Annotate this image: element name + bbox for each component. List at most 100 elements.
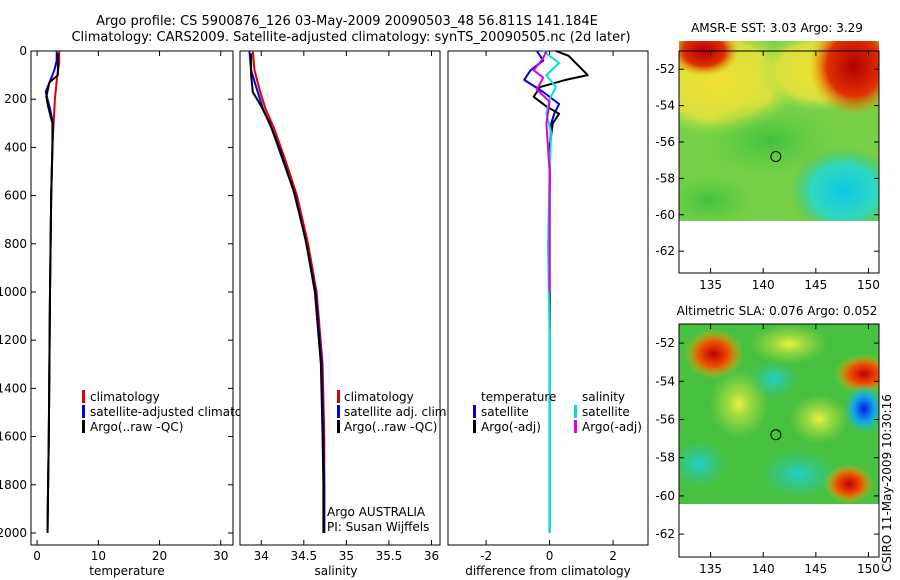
figure-title-line2: Climatology: CARS2009. Satellite-adjuste… <box>71 30 630 45</box>
sst-lon-tick-label: 150 <box>857 278 880 292</box>
depth-tick-label: 800 <box>4 237 27 251</box>
temperature-x-axis: 0 10 20 30 <box>33 51 228 563</box>
sst-lon-tick-label: 145 <box>804 278 827 292</box>
difference-x-tick-label: 0 <box>546 549 554 563</box>
salinity-x-axis: 34 34.5 35 35.5 36 <box>254 51 439 563</box>
temperature-series-argo-raw-qc- <box>45 53 59 534</box>
sst-map-frame <box>678 50 880 274</box>
legend-swatch-sal-argo <box>574 420 577 433</box>
sst-lon-tick-label: 140 <box>752 278 775 292</box>
salinity-series <box>248 50 326 533</box>
credit-text: CSIRO 11-May-2009 10:30:16 <box>880 394 894 572</box>
salinity-x-tick-label: 35 <box>339 549 354 563</box>
sla-lat-tick-label: -58 <box>655 451 675 465</box>
legend-heading-temperature: temperature <box>481 390 556 404</box>
legend-swatch-sal-satellite <box>574 405 577 418</box>
legend-label-argo: Argo(..raw -QC) <box>344 420 437 434</box>
legend-swatch-argo <box>337 420 340 433</box>
sla-lon-tick-label: 145 <box>804 562 827 576</box>
sst-lat-tick-label: -62 <box>655 244 675 258</box>
temperature-series <box>44 51 61 534</box>
temperature-panel: 0 200 400 600 800 1000 1200 1400 1600 1800 2000 0 1… <box>0 44 268 578</box>
legend-swatch-climatology <box>337 390 340 403</box>
difference-series-salinity-satellite <box>542 50 561 533</box>
sla-map-title: Altimetric SLA: 0.076 Argo: 0.052 <box>677 304 878 318</box>
temperature-x-tick-label: 10 <box>91 549 106 563</box>
difference-panel: -2 0 2 difference from climatology tempera… <box>447 50 649 578</box>
sla-lat-tick-label: -62 <box>655 527 675 541</box>
salinity-panel: 34 34.5 35 35.5 36 salinity climatology sate… <box>239 50 450 578</box>
depth-tick-label: 200 <box>4 92 27 106</box>
sla-argo-location-marker <box>770 429 782 441</box>
sst-map-title: AMSR-E SST: 3.03 Argo: 3.29 <box>691 21 863 35</box>
depth-tick-label: 2000 <box>0 526 27 540</box>
legend-swatch-temp-satellite <box>473 405 476 418</box>
sst-lat-tick-label: -58 <box>655 171 675 185</box>
depth-tick-label: 1400 <box>0 381 27 395</box>
temperature-x-tick-label: 20 <box>152 549 167 563</box>
sla-lon-tick-label: 135 <box>699 562 722 576</box>
difference-series-salinity-argo-adj- <box>532 50 551 292</box>
sst-map-axes: -52 -54 -56 -58 -60 -62 135 140 145 150 <box>655 51 880 292</box>
sst-lon-tick-label: 135 <box>699 278 722 292</box>
difference-series <box>523 50 589 533</box>
argo-country-note: Argo AUSTRALIA <box>327 505 426 519</box>
salinity-x-tick-label: 34.5 <box>290 549 317 563</box>
legend-swatch-temp-argo <box>473 420 476 433</box>
depth-tick-label: 400 <box>4 140 27 154</box>
legend-label-argo: Argo(..raw -QC) <box>90 420 183 434</box>
sla-lon-tick-label: 140 <box>752 562 775 576</box>
sst-argo-location-marker <box>770 151 782 163</box>
legend-label-climatology: climatology <box>90 390 160 404</box>
legend-label-temp-satellite: satellite <box>481 405 529 419</box>
salinity-series-argo-raw-qc- <box>250 53 325 533</box>
legend-label-satellite-adj: satellite adj. clim. <box>344 405 450 419</box>
salinity-x-tick-label: 34 <box>254 549 269 563</box>
depth-tick-label: 600 <box>4 189 27 203</box>
sst-lat-tick-label: -60 <box>655 208 675 222</box>
depth-axis: 0 200 400 600 800 1000 1200 1400 1600 1800 2000 <box>0 44 233 540</box>
sla-lon-tick-label: 150 <box>857 562 880 576</box>
legend-label-climatology: climatology <box>344 390 414 404</box>
difference-x-tick-label: 2 <box>609 549 617 563</box>
argo-pi-note: PI: Susan Wijffels <box>327 520 429 534</box>
legend-swatch-satellite-adjusted <box>82 405 85 418</box>
legend-swatch-climatology <box>82 390 85 403</box>
temperature-legend: climatology satellite-adjusted climatolo… <box>82 390 268 434</box>
depth-tick-label: 1200 <box>0 333 27 347</box>
figure-title-line1: Argo profile: CS 5900876_126 03-May-2009… <box>96 14 598 29</box>
legend-label-sal-argo: Argo(-adj) <box>582 420 642 434</box>
depth-tick-label: 1800 <box>0 478 27 492</box>
sla-lat-tick-label: -56 <box>655 412 675 426</box>
temperature-x-tick-label: 30 <box>213 549 228 563</box>
sst-map-panel: AMSR-E SST: 3.03 Argo: 3.29 -52 -54 -56 -58… <box>655 21 880 292</box>
depth-tick-label: 1000 <box>0 285 27 299</box>
salinity-legend: climatology satellite adj. clim. Argo(..… <box>337 390 450 434</box>
difference-x-tick-label: -2 <box>480 549 492 563</box>
depth-tick-label: 1600 <box>0 430 27 444</box>
difference-legend: temperature satellite Argo(-adj) salinit… <box>473 390 642 434</box>
sla-lat-tick-label: -52 <box>655 336 675 350</box>
temperature-x-tick-label: 0 <box>33 549 41 563</box>
difference-x-axis: -2 0 2 <box>480 51 617 563</box>
difference-xlabel: difference from climatology <box>465 564 631 578</box>
sst-lat-tick-label: -54 <box>655 99 675 113</box>
legend-heading-salinity: salinity <box>582 390 625 404</box>
temperature-xlabel: temperature <box>89 564 164 578</box>
sla-map-frame <box>678 323 880 558</box>
sla-heatmap <box>679 324 879 504</box>
legend-label-sal-satellite: satellite <box>582 405 630 419</box>
legend-swatch-argo <box>82 420 85 433</box>
salinity-x-tick-label: 36 <box>424 549 439 563</box>
legend-swatch-satellite-adj <box>337 405 340 418</box>
salinity-x-tick-label: 35.5 <box>376 549 403 563</box>
sst-lat-tick-label: -56 <box>655 135 675 149</box>
temperature-axes-box <box>30 50 234 546</box>
salinity-xlabel: salinity <box>314 564 357 578</box>
sst-heatmap <box>679 41 879 221</box>
sst-lat-tick-label: -52 <box>655 62 675 76</box>
sla-map-axes: -52 -54 -56 -58 -60 -62 135 140 145 150 <box>655 324 880 576</box>
sla-lat-tick-label: -60 <box>655 489 675 503</box>
sla-lat-tick-label: -54 <box>655 374 675 388</box>
